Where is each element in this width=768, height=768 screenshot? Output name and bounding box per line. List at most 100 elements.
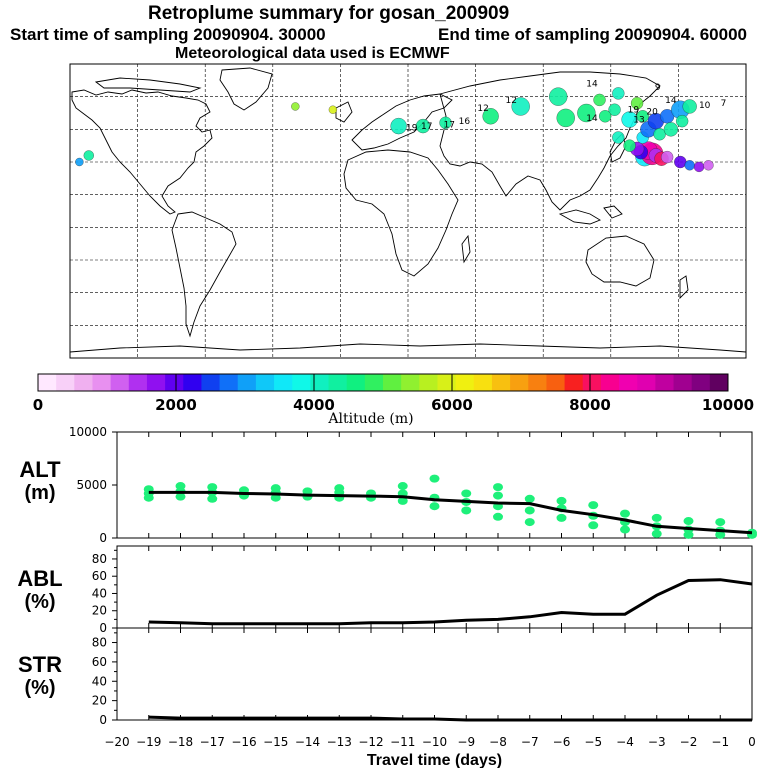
alt-scatter-point	[397, 496, 408, 505]
alt-scatter-point	[620, 509, 630, 518]
colorbar-cell	[564, 374, 584, 391]
x-tick-label: −17	[200, 735, 225, 749]
colorbar-tick-label: 8000	[569, 396, 611, 414]
alt-scatter-point	[683, 517, 694, 526]
y-tick-label: 20	[92, 694, 107, 708]
plume-day-label: 14	[665, 96, 677, 106]
colorbar-cell	[546, 374, 565, 391]
colorbar-cell	[274, 374, 293, 391]
plume-day-label: 17	[421, 122, 432, 132]
alt-scatter-point	[493, 512, 503, 521]
abl-mean-line	[148, 578, 753, 626]
alt-scatter-point	[461, 506, 472, 515]
altitude-colorbar: 0 2000 4000 6000 8000 10000 Altitude (m)	[33, 373, 754, 427]
alt-scatter-point	[175, 492, 186, 501]
alt-scatter-point	[524, 494, 535, 503]
plume-day-label: 10	[699, 101, 711, 111]
colorbar-cell	[237, 374, 257, 391]
colorbar-cell	[401, 374, 420, 391]
panel-abl: 0 20 40 60 80 ABL(%)	[17, 545, 753, 635]
x-tick-label: −20	[104, 735, 129, 749]
alt-scatter-point	[397, 482, 408, 491]
colorbar-cell	[455, 374, 475, 391]
plume-marker	[511, 97, 530, 116]
plume-marker	[599, 110, 612, 123]
panel-alt: 0 5000 10000 ALT(m)	[19, 425, 757, 545]
alt-scatter-point	[556, 513, 567, 522]
alt-scatter-point	[620, 525, 630, 534]
chart-title: Retroplume summary for gosan_200909	[148, 3, 510, 24]
alt-scatter-point	[715, 518, 726, 527]
colorbar-tick-label: 10000	[702, 396, 754, 414]
x-tick-label: −18	[168, 735, 193, 749]
coastlines	[69, 67, 747, 353]
colorbar-cell	[655, 374, 674, 391]
x-tick-label: −2	[680, 735, 698, 749]
y-tick-label: 80	[92, 552, 107, 566]
plume-day-label: 12	[506, 96, 517, 106]
plume-marker	[328, 105, 338, 114]
alt-scatter-point	[461, 489, 472, 498]
plume-marker	[291, 102, 300, 111]
plume-marker	[549, 87, 568, 106]
colorbar-label: Altitude (m)	[327, 411, 413, 427]
plume-marker	[693, 161, 705, 173]
plume-marker	[83, 150, 94, 161]
plume-marker	[556, 108, 575, 128]
map-gridlines	[70, 64, 746, 358]
plume-marker	[663, 122, 679, 137]
y-tick-label: 5000	[76, 478, 107, 492]
colorbar-cell	[219, 374, 239, 391]
x-tick-label: −9	[457, 735, 475, 749]
colorbar-cell	[74, 374, 93, 391]
colorbar-cell	[364, 374, 384, 391]
panel-ylabel: ALT	[19, 457, 61, 482]
colorbar-cell	[491, 374, 511, 391]
colorbar-tick-label: 0	[33, 396, 43, 414]
x-tick-label: −1	[711, 735, 729, 749]
y-tick-label: 40	[92, 674, 107, 688]
x-tick-label: −13	[327, 735, 352, 749]
plume-marker	[623, 139, 636, 152]
plume-day-label: 13	[633, 116, 644, 126]
plume-marker	[608, 103, 621, 116]
plume-marker	[75, 157, 84, 167]
colorbar-cell	[92, 374, 112, 391]
alt-scatter-point	[143, 493, 154, 502]
colorbar-tick-label: 2000	[155, 396, 197, 414]
alt-scatter-point	[524, 518, 535, 527]
alt-scatter-point	[651, 529, 662, 538]
plume-marker	[439, 116, 452, 129]
plume-day-label: 14	[586, 80, 598, 90]
alt-scatter-point	[207, 494, 218, 503]
colorbar-cell	[419, 374, 438, 391]
alt-scatter-point	[493, 491, 503, 500]
alt-scatter-point	[556, 496, 567, 505]
colorbar-tick-label: 4000	[293, 396, 335, 414]
plume-marker	[682, 99, 697, 114]
colorbar-cell	[165, 374, 184, 391]
plume-marker	[415, 118, 431, 134]
alt-scatter-point	[270, 484, 281, 493]
x-tick-label: −5	[584, 735, 602, 749]
alt-scatter-point	[588, 521, 599, 530]
x-tick-label: −4	[616, 735, 634, 749]
colorbar-cell	[473, 374, 493, 391]
x-tick-label: −12	[358, 735, 383, 749]
plume-day-label: 9	[655, 83, 661, 93]
alt-mean-line	[148, 490, 753, 535]
panel-yunit: (%)	[24, 677, 55, 699]
panel-frame	[116, 627, 753, 721]
met-data-label: Meteorological data used is ECMWF	[175, 45, 450, 62]
colorbar-cell	[600, 374, 620, 391]
alt-scatter-point	[429, 502, 440, 511]
plume-markers	[75, 87, 714, 173]
colorbar-cell	[528, 374, 547, 391]
plume-day-label: 12	[477, 104, 488, 114]
colorbar-cells	[38, 374, 729, 391]
colorbar-cell	[201, 374, 220, 391]
plume-day-label: 16	[459, 117, 471, 127]
x-tick-label: −19	[136, 735, 161, 749]
x-tick-label: −14	[295, 735, 320, 749]
